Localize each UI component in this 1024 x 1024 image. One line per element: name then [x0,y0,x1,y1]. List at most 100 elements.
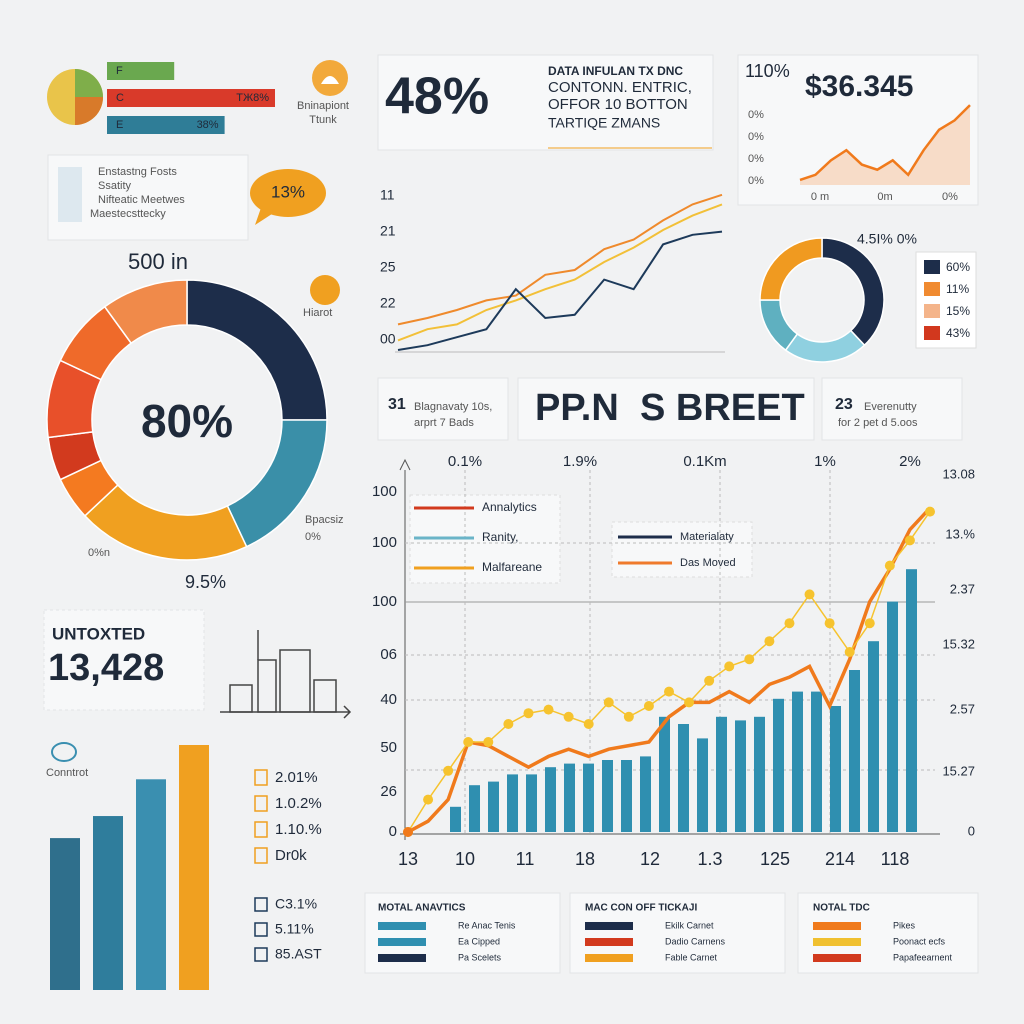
legend-label: 15% [946,304,970,318]
legend [611,521,753,578]
speech-bubble [250,169,326,217]
check-icon [254,821,268,838]
donut-segment [226,419,328,548]
note: Ssatity [98,180,132,192]
y-label: 50 [380,739,397,756]
panel [43,609,205,711]
bar [773,698,784,832]
legend-title: NOTAL TDC [813,903,870,914]
bar [507,774,518,832]
donut-label: 0% [305,531,321,543]
icon [321,76,339,84]
x-label: 125 [760,849,790,869]
banner-text: arprt 7 Bads [414,417,474,429]
bar [716,716,727,832]
dot [864,618,875,629]
legend-swatch [378,922,426,930]
headline-line: TARTIQE ZMANS [548,115,660,131]
x-label: 118 [881,849,910,869]
dot [904,535,915,546]
bar [792,691,803,832]
legend-bar [107,89,275,107]
bar [640,756,651,832]
check-icon [254,769,268,786]
y2-label: 13.08 [942,466,975,481]
y-label: 0% [748,109,764,121]
dot [523,708,534,719]
icon [58,167,82,222]
legend-label: Annalytics [482,500,537,514]
panel [569,892,786,974]
legend-swatch [585,954,633,962]
dot [563,711,574,722]
legend-swatch [585,938,633,946]
legend-label: C [116,92,124,104]
dot [403,827,413,837]
x-label: 214 [825,849,855,869]
top-label: 0.1% [448,453,482,470]
line [397,193,723,326]
building-icon [220,630,352,719]
legend-swatch [924,304,940,318]
legend-item: Ea Cipped [458,936,500,946]
bar [659,716,670,832]
check-icon [254,922,268,937]
headline-line: OFFOR 10 BOTTON [548,96,688,113]
legend-item: Ekilk Carnet [665,920,714,930]
donut-segment [759,237,823,301]
bar [735,720,746,832]
legend-swatch [813,922,861,930]
bar-label: TЖ8% [236,92,269,104]
headline-line: DATA INFULAN TX DNC [548,64,683,78]
dot [925,506,935,517]
icon-label: Hiarot [303,307,332,319]
bar [450,806,461,832]
y-label: 21 [380,223,396,239]
legend-swatch [924,282,940,296]
bar-label: 38% [197,119,219,131]
legend-label: 11% [946,282,969,296]
kpi-value: $36.345 [805,70,913,103]
legend-item: Poonact ecfs [893,936,946,946]
legend-label: F [116,65,123,77]
top-label: 1% [814,453,836,470]
line [407,506,932,834]
speech-bubble [255,205,275,225]
x-label: 0 m [811,191,829,203]
legend-bar [107,116,225,134]
legend-swatch [924,326,940,340]
x-label: 11 [516,849,535,869]
dot [744,654,755,665]
corner-label: 110% [745,61,790,81]
donut-label: Bpacsiz [305,514,344,526]
legend-bar [107,62,175,80]
check-text: Dr0k [275,847,307,864]
donut-segment [759,299,799,352]
x-label: 12 [640,849,660,869]
x-label: 18 [575,849,595,869]
check-text: 5.11% [275,921,314,937]
legend-label: E [116,119,123,131]
dot [684,697,695,708]
y2-label: 2.37 [950,581,975,596]
dot [643,701,654,711]
line [397,203,723,342]
y2-label: 13.% [945,526,975,541]
bar [179,745,209,990]
check-icon [254,947,268,962]
dot [503,719,514,729]
bar [93,816,123,990]
legend-item: Papafeearnent [893,952,953,962]
donut-label: 0%n [88,547,110,559]
line [799,104,971,182]
bar [136,779,166,990]
legend-swatch [378,938,426,946]
legend-title: MAC CON OFF TICKAJI [585,903,697,914]
note: Enstastng Fosts [98,166,177,178]
legend-label: 43% [946,326,970,340]
y2-label: 15.32 [942,636,975,651]
legend-label: Das Moved [680,557,736,569]
dot [884,560,895,571]
y-label: 11 [380,187,395,203]
bar [906,569,917,832]
